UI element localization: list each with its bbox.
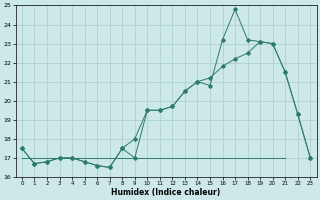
X-axis label: Humidex (Indice chaleur): Humidex (Indice chaleur): [111, 188, 221, 197]
